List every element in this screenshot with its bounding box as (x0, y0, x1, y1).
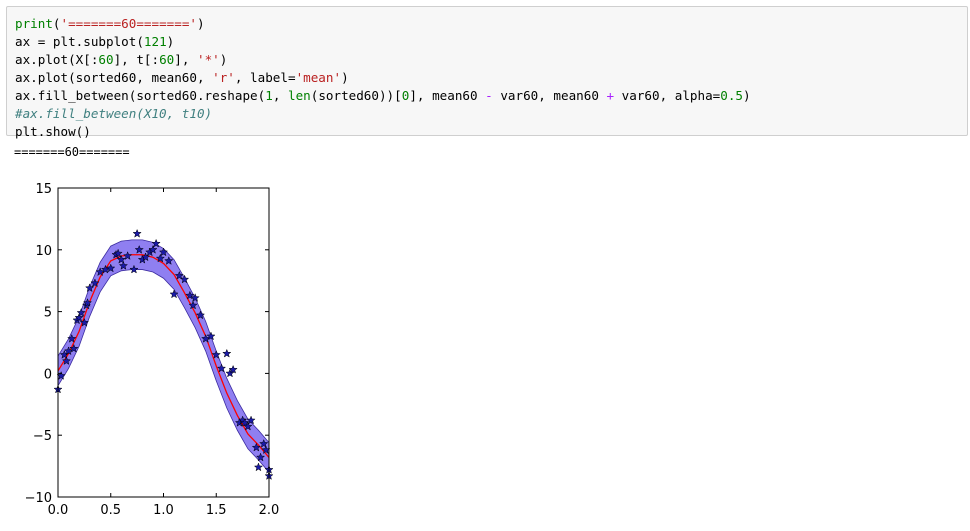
data-point (116, 254, 126, 264)
data-point (253, 462, 264, 472)
data-point (243, 421, 253, 431)
data-point (225, 368, 235, 378)
y-tick-label: −10 (25, 491, 52, 506)
data-point (222, 348, 232, 358)
data-point (259, 438, 269, 448)
data-point (164, 256, 174, 265)
data-point (106, 263, 116, 273)
data-point (155, 253, 166, 263)
y-tick-label: 0 (44, 367, 52, 382)
code-editor[interactable]: print('=======60=======') ax = plt.subpl… (15, 15, 751, 141)
code-cell[interactable]: print('=======60=======') ax = plt.subpl… (6, 6, 968, 139)
data-point (240, 417, 250, 427)
data-point (82, 298, 93, 307)
data-point (190, 293, 200, 302)
data-point (169, 289, 179, 299)
y-tick-label: 10 (35, 244, 52, 259)
data-point (251, 442, 262, 452)
data-point (151, 238, 161, 248)
data-point (67, 333, 77, 343)
mean-line (57, 254, 270, 458)
data-point (129, 264, 139, 274)
variance-band (57, 239, 270, 474)
x-tick-label: 2.0 (259, 503, 280, 518)
code-line-5: ax.fill_between(sorted60.reshape(1, len(… (15, 88, 751, 103)
data-point (211, 349, 221, 359)
data-point (90, 278, 100, 288)
data-point (195, 310, 206, 320)
data-point (134, 244, 144, 254)
code-line-1: print('=======60=======') (15, 16, 205, 31)
code-line-2: ax = plt.subplot(121) (15, 34, 175, 49)
data-point (246, 415, 256, 425)
data-point (148, 244, 158, 254)
data-point (132, 228, 142, 238)
data-point (122, 251, 133, 260)
data-point (74, 312, 84, 322)
data-point (113, 248, 123, 258)
x-tick-label: 0.5 (100, 503, 121, 518)
x-tick-label: 1.0 (153, 503, 174, 518)
data-point (174, 270, 185, 280)
y-tick-label: 15 (35, 182, 52, 197)
y-tick-label: −5 (33, 429, 52, 444)
code-line-4: ax.plot(sorted60, mean60, 'r', label='me… (15, 70, 349, 85)
data-point (201, 333, 211, 343)
data-point (216, 363, 227, 373)
code-line-7: plt.show() (15, 124, 91, 139)
data-point (95, 267, 105, 277)
output-printed-text: =======60======= (14, 145, 130, 159)
axes-frame (57, 187, 270, 498)
chart: 0.0 0.5 1.0 1.5 2.0 15 10 5 0 −5 −10 (25, 182, 280, 518)
code-line-6: #ax.fill_between(X10, t10) (15, 106, 213, 121)
data-point (255, 452, 266, 462)
data-point (84, 283, 95, 293)
x-tick-label: 1.5 (206, 503, 227, 518)
data-point (63, 346, 74, 356)
data-point (179, 274, 190, 284)
data-point (185, 290, 195, 300)
y-tick-label: 5 (44, 306, 52, 321)
code-line-3: ax.plot(X[:60], t[:60], '*') (15, 52, 228, 67)
data-point (79, 317, 90, 327)
data-point (228, 364, 238, 374)
data-point (118, 260, 129, 270)
data-point (69, 343, 79, 353)
plot-output: 0.0 0.5 1.0 1.5 2.0 15 10 5 0 −5 −10 (0, 160, 300, 531)
data-point (61, 356, 72, 366)
data-point (76, 307, 86, 317)
data-point (188, 300, 198, 310)
data-point (158, 247, 169, 257)
data-point (206, 331, 216, 341)
data-point (140, 252, 151, 262)
x-tick-label: 0.0 (48, 503, 69, 518)
